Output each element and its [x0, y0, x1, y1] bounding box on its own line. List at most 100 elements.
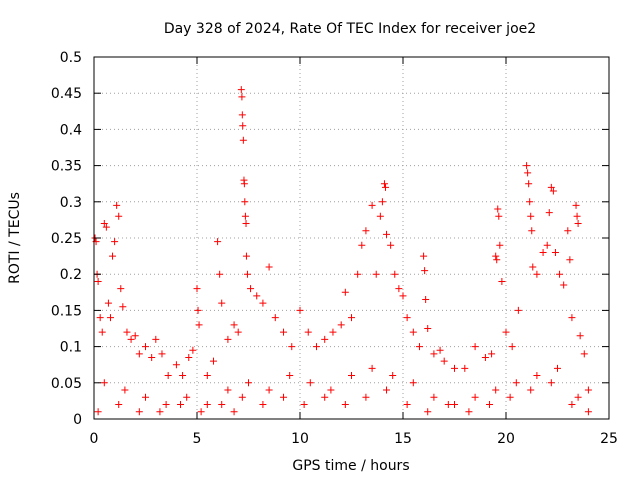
data-point: [403, 401, 411, 409]
data-point: [247, 285, 255, 293]
tick-labels: 0 0.05 0.1 0.15 0.2 0.25 0.3 0.35 0.4 0.45 0.5 0 5 10…: [51, 50, 618, 447]
data-point: [486, 401, 494, 409]
data-point: [113, 201, 121, 209]
data-point: [245, 379, 252, 387]
data-point: [424, 325, 432, 332]
data-point: [584, 408, 592, 416]
data-point: [574, 220, 582, 228]
data-point: [573, 212, 581, 220]
data-point: [242, 220, 250, 228]
data-point: [354, 270, 362, 278]
data-point: [265, 386, 273, 394]
data-point: [280, 328, 288, 336]
data-point: [380, 180, 388, 188]
data-point: [554, 364, 561, 372]
data-points: [91, 86, 592, 416]
y-tick-label: 0.35: [51, 159, 82, 175]
data-point: [238, 393, 246, 401]
data-point: [230, 408, 238, 416]
data-point: [493, 256, 501, 264]
y-tick-label: 0.3: [60, 195, 82, 211]
data-point: [508, 343, 516, 351]
data-point: [102, 223, 110, 231]
data-point: [253, 292, 261, 300]
data-point: [430, 350, 438, 358]
data-point: [100, 379, 108, 387]
data-point: [564, 227, 572, 235]
data-point: [576, 332, 584, 340]
data-point: [488, 350, 496, 358]
data-point: [539, 248, 547, 256]
y-tick-label: 0.4: [60, 122, 82, 138]
data-point: [240, 180, 248, 188]
data-point: [409, 328, 417, 336]
data-point: [368, 364, 376, 372]
data-point: [524, 169, 532, 177]
x-tick-label: 20: [497, 431, 515, 447]
data-point: [584, 386, 592, 394]
data-point: [131, 332, 139, 340]
data-point: [525, 180, 533, 188]
y-tick-label: 0.45: [51, 86, 82, 102]
data-point: [158, 350, 166, 358]
x-tick-label: 25: [600, 431, 618, 447]
data-point: [115, 401, 123, 409]
data-point: [321, 335, 329, 343]
data-point: [164, 372, 172, 380]
y-tick-label: 0.1: [60, 340, 82, 356]
data-point: [560, 281, 568, 289]
data-point: [424, 408, 432, 416]
data-point: [383, 386, 391, 394]
data-point: [492, 252, 500, 260]
data-point: [574, 393, 582, 401]
data-point: [348, 314, 355, 322]
data-point: [526, 198, 534, 206]
data-point: [135, 350, 143, 358]
data-point: [496, 241, 504, 249]
data-point: [551, 248, 559, 256]
data-point: [224, 335, 232, 343]
data-point: [304, 328, 312, 336]
data-point: [465, 408, 473, 416]
data-point: [179, 372, 187, 380]
data-point: [358, 241, 366, 249]
data-point: [494, 205, 502, 213]
data-point: [242, 252, 250, 260]
data-point: [127, 335, 135, 343]
data-point: [296, 306, 304, 314]
axis-ticks: [93, 56, 610, 420]
data-point: [549, 187, 557, 195]
data-point: [183, 393, 191, 401]
data-point: [306, 379, 314, 387]
data-point: [234, 328, 242, 336]
x-tick-label: 5: [193, 431, 202, 447]
data-point: [421, 267, 429, 275]
data-point: [135, 408, 143, 416]
data-point: [471, 393, 479, 401]
data-point: [185, 353, 193, 361]
data-point: [203, 401, 211, 409]
data-point: [106, 314, 114, 322]
data-point: [580, 350, 588, 358]
data-point: [224, 386, 232, 394]
data-point: [495, 212, 503, 220]
data-point: [533, 372, 541, 380]
data-point: [415, 343, 423, 351]
data-point: [492, 386, 500, 394]
data-point: [111, 238, 119, 246]
data-point: [403, 314, 411, 322]
data-point: [389, 372, 397, 380]
data-point: [471, 343, 479, 351]
data-point: [440, 357, 448, 365]
data-point: [527, 386, 535, 394]
data-point: [259, 401, 267, 409]
data-point: [341, 401, 349, 409]
data-point: [216, 270, 224, 278]
data-point: [514, 306, 522, 314]
data-point: [568, 314, 576, 322]
chart-title: Day 328 of 2024, Rate Of TEC Index for r…: [164, 21, 536, 37]
data-point: [409, 379, 417, 387]
data-point: [288, 343, 296, 351]
data-point: [383, 230, 391, 238]
